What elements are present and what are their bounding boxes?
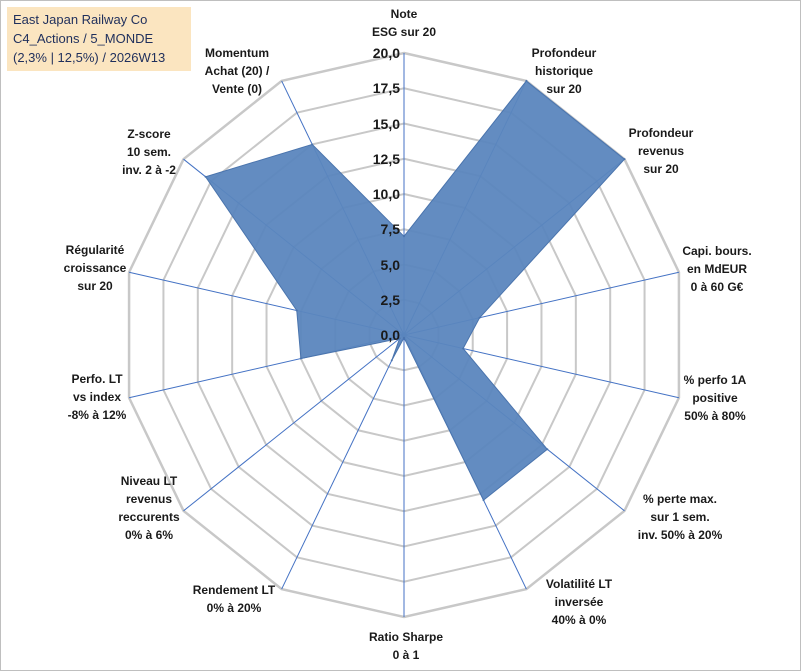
- axis-label: Z-score 10 sem. inv. 2 à -2: [122, 127, 176, 177]
- axis-label: Profondeur historique sur 20: [531, 46, 597, 96]
- axis-label: Perfo. LT vs index -8% à 12%: [67, 372, 127, 422]
- axis-label: Régularité croissance sur 20: [63, 243, 127, 293]
- tick-label: 15,0: [372, 115, 400, 132]
- axis-label: Rendement LT 0% à 20%: [192, 583, 276, 615]
- chart-title-box: East Japan Railway Co C4_Actions / 5_MON…: [7, 7, 191, 71]
- data-point: [482, 499, 485, 502]
- data-point: [204, 175, 207, 178]
- data-point: [403, 235, 405, 238]
- data-point: [295, 309, 298, 312]
- axis-spoke: [183, 334, 405, 512]
- tick-label: 17,5: [372, 80, 400, 97]
- data-point: [525, 79, 528, 82]
- tick-label: 20,0: [372, 45, 400, 61]
- axis-label: % perfo 1A positive 50% à 80%: [683, 373, 747, 423]
- data-point: [478, 316, 481, 319]
- data-point: [623, 158, 626, 161]
- tick-label: 0,0: [380, 327, 400, 343]
- axis-label: Niveau LT revenus reccurents 0% à 6%: [118, 474, 180, 542]
- data-point: [462, 347, 465, 350]
- axis-label: Profondeur revenus sur 20: [628, 126, 694, 176]
- tick-label: 5,0: [380, 256, 400, 273]
- chart-title-line-2: C4_Actions / 5_MONDE: [13, 31, 154, 46]
- axis-label: Note ESG sur 20: [371, 7, 437, 39]
- data-point: [546, 448, 549, 451]
- data-point: [398, 337, 401, 340]
- tick-label: 7,5: [380, 221, 400, 238]
- data-point: [403, 336, 405, 339]
- data-point: [390, 359, 393, 362]
- radar-series-layer: [204, 79, 626, 502]
- tick-label: 2,5: [380, 291, 400, 308]
- axis-spoke: [281, 334, 405, 590]
- data-point: [299, 357, 302, 360]
- chart-title-line-3: (2,3% | 12,5%) / 2026W13: [13, 50, 166, 65]
- axis-label: Capi. bours. en MdEUR 0 à 60 G€: [682, 244, 752, 294]
- tick-label: 10,0: [372, 186, 400, 202]
- axis-label: Volatilité LT inversée 40% à 0%: [545, 577, 613, 627]
- axis-label: % perte max. sur 1 sem. inv. 50% à 20%: [637, 492, 723, 542]
- chart-title-line-1: East Japan Railway Co: [13, 12, 148, 27]
- axis-label: Ratio Sharpe 0 à 1: [368, 630, 443, 662]
- tick-label: 12,5: [372, 150, 400, 167]
- data-point: [311, 143, 314, 146]
- axis-label: Momentum Achat (20) / Vente (0): [204, 46, 270, 96]
